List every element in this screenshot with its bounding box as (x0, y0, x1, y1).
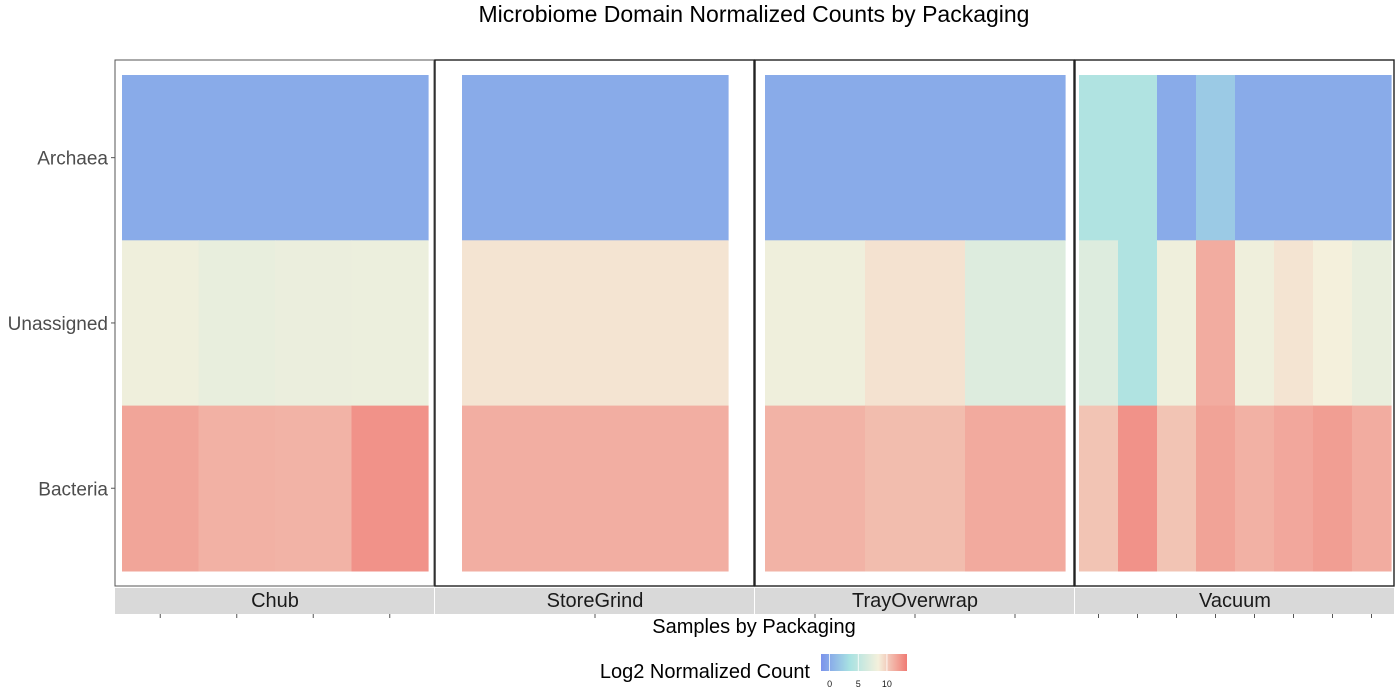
legend-colorbar (821, 654, 907, 671)
heatmap-cell (1079, 240, 1119, 407)
facet-strip-label: TrayOverwrap (852, 590, 978, 612)
heatmap-cell (1196, 405, 1236, 572)
color-legend: Log2 Normalized Count 0 5 10 (600, 654, 907, 689)
heatmap-cell (1313, 405, 1353, 572)
heatmap-cell (198, 75, 276, 241)
facet-panels: Chub StoreGrind TrayOverwrap Vacuum (114, 59, 1395, 618)
heatmap-cell (275, 405, 353, 572)
facet-chub: Chub (114, 59, 435, 618)
heatmap-cell (765, 405, 866, 572)
heatmap-cell (1235, 75, 1275, 241)
row-label: Bacteria (38, 479, 108, 500)
facet-strip (115, 588, 434, 614)
heatmap-cell (1352, 75, 1392, 241)
panel-border (754, 59, 1075, 587)
heatmap-cell (1196, 75, 1236, 241)
heatmap-cell (462, 405, 729, 572)
heatmap-cell (1313, 240, 1353, 407)
legend-tick-label: 10 (882, 679, 892, 689)
heatmap-cell (965, 240, 1066, 407)
heatmap-cell (462, 240, 729, 407)
heatmap-cell (1352, 240, 1392, 407)
chart-title: Microbiome Domain Normalized Counts by P… (479, 1, 1030, 27)
facet-trayoverwrap: TrayOverwrap (754, 59, 1075, 618)
heatmap-cell (865, 240, 966, 407)
legend-tick-label: 5 (856, 679, 861, 689)
legend-tick-label: 0 (827, 679, 832, 689)
x-axis-title: Samples by Packaging (652, 616, 855, 638)
facet-strip (755, 588, 1074, 614)
heatmap-cell (351, 75, 429, 241)
heatmap-cell (965, 405, 1066, 572)
heatmap-cell (1274, 405, 1314, 572)
facet-strip (435, 588, 754, 614)
heatmap-cell (1274, 240, 1314, 407)
heatmap-cell (275, 75, 353, 241)
heatmap-cell (765, 240, 866, 407)
row-label: Archaea (37, 149, 108, 170)
heatmap-cell (462, 75, 729, 241)
legend-ticks: 0 5 10 (827, 654, 892, 689)
heatmap-cell (1313, 75, 1353, 241)
heatmap-cell (351, 405, 429, 572)
facet-strip-label: Vacuum (1199, 590, 1271, 612)
facet-vacuum: Vacuum (1074, 59, 1395, 618)
heatmap-cell (1157, 405, 1197, 572)
heatmap-cell (965, 75, 1066, 241)
heatmap-cell (122, 240, 200, 407)
heatmap-cell (1235, 405, 1275, 572)
heatmap-cell (198, 240, 276, 407)
heatmap-cell (1157, 75, 1197, 241)
facet-strip-label: StoreGrind (547, 590, 644, 612)
heatmap-cell (1157, 240, 1197, 407)
facet-strip (1075, 588, 1394, 614)
heatmap-cell (865, 75, 966, 241)
heatmap-cell (865, 405, 966, 572)
heatmap-cell (1118, 240, 1158, 407)
panel-border (1074, 59, 1395, 587)
legend-title: Log2 Normalized Count (600, 661, 811, 683)
heatmap-cell (122, 75, 200, 241)
facet-strip-label: Chub (251, 590, 299, 612)
heatmap-cell (122, 405, 200, 572)
heatmap-cell (1079, 75, 1119, 241)
heatmap-cell (1196, 240, 1236, 407)
heatmap-cell (765, 75, 866, 241)
heatmap-cell (1118, 405, 1158, 572)
row-labels: Archaea Unassigned Bacteria (8, 149, 115, 500)
heatmap-cell (1118, 75, 1158, 241)
heatmap-cell (198, 405, 276, 572)
heatmap-cell (1274, 75, 1314, 241)
heatmap-cell (1235, 240, 1275, 407)
row-label: Unassigned (8, 314, 108, 335)
heatmap-cell (275, 240, 353, 407)
heatmap-cell (1079, 405, 1119, 572)
heatmap-cell (351, 240, 429, 407)
panel-border (434, 59, 755, 587)
heatmap-cell (1352, 405, 1392, 572)
facet-storegrind: StoreGrind (434, 59, 755, 618)
